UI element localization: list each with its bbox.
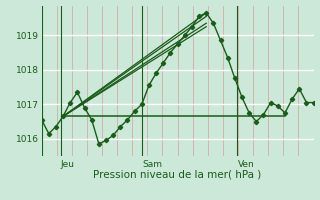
Text: Jeu: Jeu: [61, 160, 75, 169]
Text: Sam: Sam: [142, 160, 162, 169]
X-axis label: Pression niveau de la mer( hPa ): Pression niveau de la mer( hPa ): [93, 170, 262, 180]
Text: Ven: Ven: [237, 160, 254, 169]
